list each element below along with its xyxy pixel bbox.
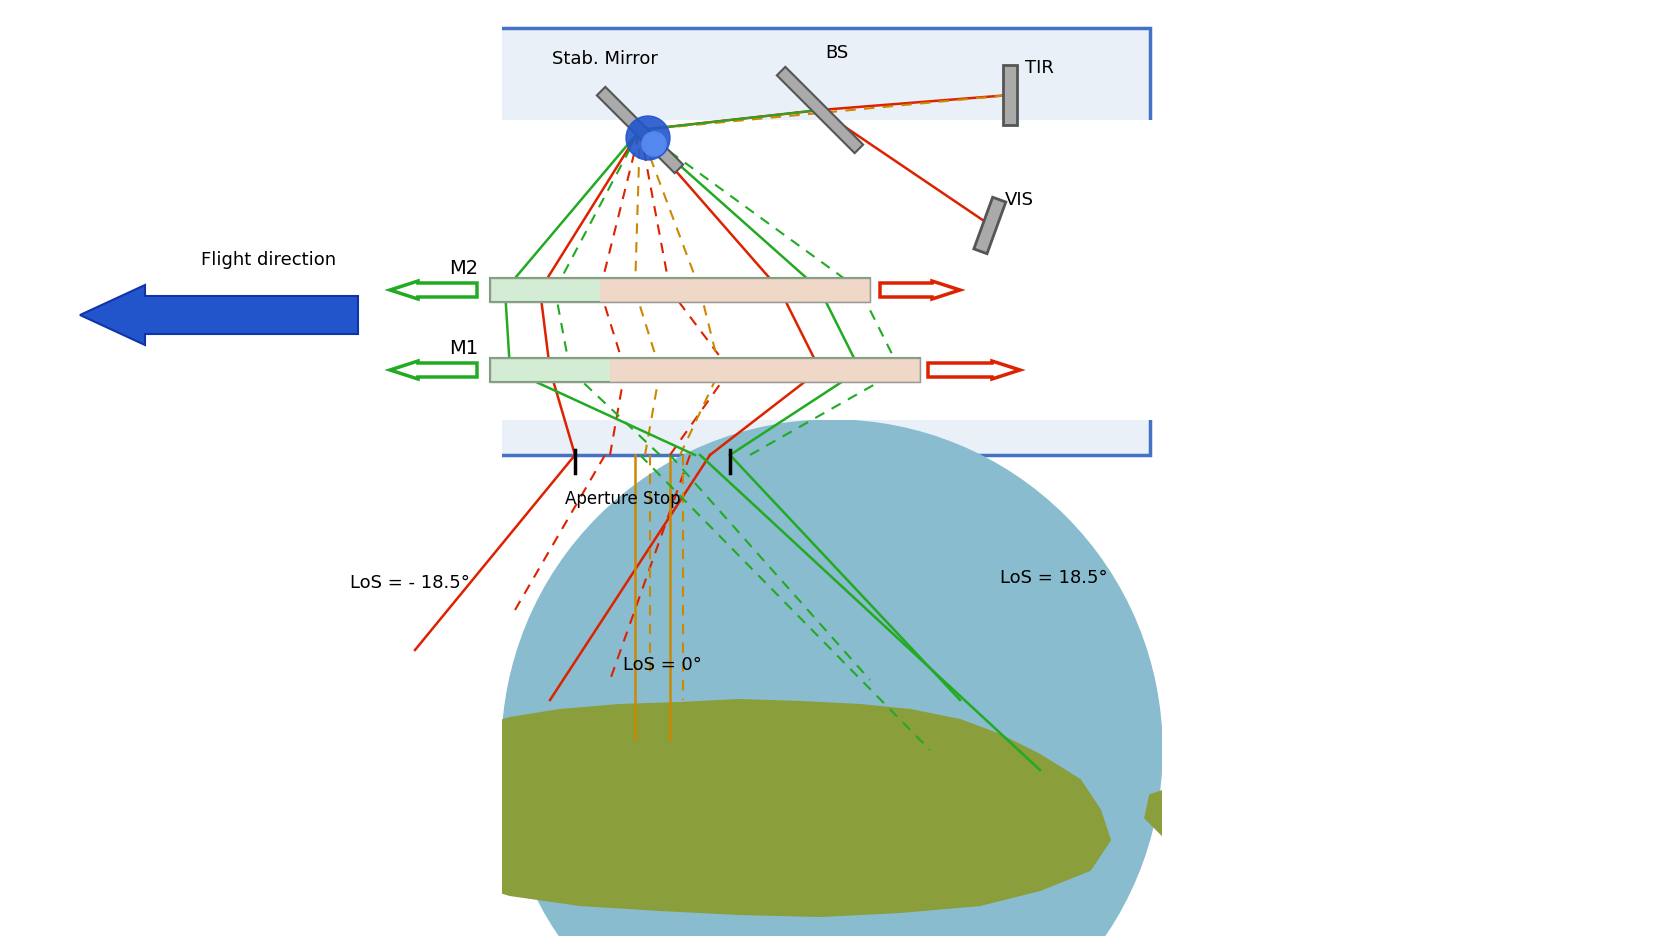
Text: BS: BS [825, 44, 849, 62]
Text: Flight direction: Flight direction [201, 251, 336, 269]
Bar [489, 278, 870, 302]
Bar [611, 358, 920, 382]
Bar [489, 358, 920, 382]
Text: VIS: VIS [1005, 191, 1033, 209]
Text: LoS = - 18.5°: LoS = - 18.5° [349, 574, 469, 592]
Bar [369, 28, 1150, 455]
Text: M2: M2 [449, 258, 478, 277]
Text: M1: M1 [449, 339, 478, 358]
Bar [0, 0, 503, 936]
Bar [0, 120, 1664, 420]
Circle shape [626, 116, 671, 160]
Circle shape [642, 132, 666, 156]
Bar [489, 358, 920, 382]
Bar [973, 197, 1005, 254]
Text: LoS = 0°: LoS = 0° [622, 656, 702, 674]
Bar [777, 66, 864, 154]
Text: Aperture Stop: Aperture Stop [566, 490, 681, 508]
Circle shape [503, 420, 1161, 936]
FancyArrow shape [80, 285, 358, 345]
Bar [489, 278, 870, 302]
Text: Stab. Mirror: Stab. Mirror [552, 50, 657, 68]
Bar [1003, 65, 1017, 125]
Text: LoS = 18.5°: LoS = 18.5° [1000, 569, 1108, 587]
Bar [597, 87, 684, 173]
Polygon shape [419, 700, 1110, 916]
Polygon shape [1145, 785, 1240, 850]
Bar [601, 278, 870, 302]
Text: TIR: TIR [1025, 59, 1053, 77]
Bar [1161, 0, 1664, 936]
